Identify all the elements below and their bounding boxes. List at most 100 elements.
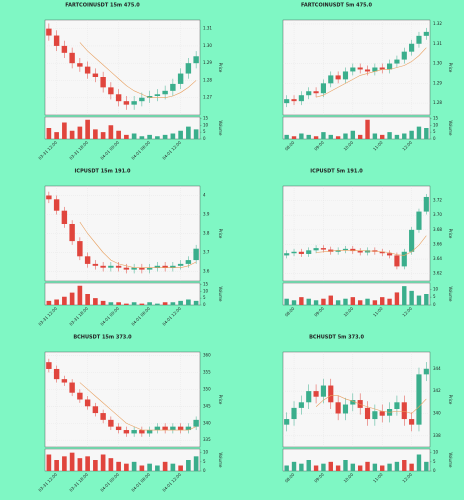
candle-body [416, 374, 422, 425]
candle-body [335, 75, 341, 80]
volume-bar [100, 454, 106, 471]
volume-panel [282, 448, 431, 472]
volume-bar [335, 300, 341, 305]
x-tick-label: 08:00 [284, 140, 296, 152]
price-panel [282, 19, 431, 116]
volume-bar [77, 126, 83, 139]
candle-body [185, 63, 192, 74]
candle-body [123, 430, 130, 434]
volume-tick-label: 0 [203, 136, 206, 141]
candle-body [298, 95, 304, 102]
moving-average [79, 221, 197, 268]
candle-body [100, 265, 106, 268]
x-tick-label: 09:00 [313, 140, 325, 152]
volume-bar [372, 133, 378, 139]
x-tick-label: 11:00 [372, 140, 384, 152]
candle-body [364, 407, 371, 420]
volume-bar [108, 125, 114, 139]
volume-bar [306, 298, 311, 305]
candle-body [46, 362, 52, 369]
volume-bar [77, 285, 83, 305]
candle-body [131, 430, 137, 434]
x-tick-label: 12:00 [401, 140, 413, 152]
candle-body [185, 260, 192, 264]
candle-body [170, 265, 176, 268]
volume-bar [116, 302, 121, 305]
candle-body [162, 265, 168, 268]
candle-body [328, 385, 334, 403]
candle-body [131, 101, 137, 105]
candle-body [335, 402, 341, 414]
volume-bar [46, 454, 52, 471]
volume-bar [321, 298, 326, 305]
volume-bar [306, 460, 311, 471]
volume-bar [116, 130, 121, 139]
y-tick-label: 360 [203, 352, 211, 357]
volume-bar [284, 298, 289, 305]
y-tick-label: 340 [203, 420, 211, 425]
candle-body [357, 251, 363, 253]
y-tick-label: 1.28 [433, 100, 442, 105]
chart-title: BCHUSDT 15m 373.0 [73, 335, 132, 341]
candle-body [320, 385, 326, 397]
x-tick-label: 04-01 06:00 [130, 140, 151, 161]
candle-body [162, 90, 168, 95]
candle-body [53, 199, 60, 211]
candle-body [108, 265, 114, 268]
candle-body [320, 248, 326, 250]
candle-body [177, 426, 184, 431]
candle-body [46, 28, 52, 36]
volume-bar [170, 302, 176, 305]
price-panel [282, 351, 431, 448]
candle-body [84, 66, 91, 74]
x-tick-label: 03-31 18:00 [68, 306, 89, 327]
volume-tick-label: 15 [433, 115, 439, 120]
volume-bar [291, 461, 297, 471]
y-tick-label: 340 [433, 410, 441, 415]
volume-bar [394, 292, 400, 305]
volume-bar [357, 300, 363, 305]
candle-body [53, 368, 60, 380]
x-tick-label: 03-31 12:00 [37, 472, 58, 493]
candle-body [193, 248, 199, 261]
volume-tick-label: 0 [433, 468, 436, 473]
volume-bar [299, 463, 304, 471]
y-tick-label: 350 [203, 386, 211, 391]
volume-tick-label: 0 [203, 468, 206, 473]
candle-body [92, 73, 99, 77]
candle-body [61, 45, 68, 53]
candle-body [108, 87, 114, 95]
volume-axis-label: Volume [218, 121, 223, 136]
chart-title: BCHUSDT 5m 373.0 [309, 335, 364, 341]
candle-body [306, 250, 312, 254]
x-tick-label: 03-31 12:00 [37, 140, 58, 161]
volume-bar [380, 134, 385, 139]
volume-bar [313, 136, 319, 139]
y-tick-label: 3.9 [203, 212, 210, 217]
volume-bar [193, 300, 199, 305]
volume-tick-label: 10 [433, 122, 439, 127]
x-tick-label: 04-01 00:00 [99, 306, 120, 327]
volume-axis-label: Volume [448, 453, 453, 468]
candle-body [131, 267, 137, 270]
x-tick-label: 08:00 [284, 472, 296, 484]
volume-bar [350, 297, 356, 305]
volume-bar [85, 456, 90, 471]
chart-title: FARTCOINUSDT 15m 475.0 [65, 3, 140, 9]
x-tick-label: 12:00 [401, 472, 413, 484]
volume-bar [69, 292, 75, 305]
candle-body [357, 400, 363, 408]
x-tick-label: 04-01 06:00 [130, 306, 151, 327]
volume-bar [54, 460, 59, 471]
volume-bar [380, 297, 385, 305]
volume-bar [335, 136, 341, 139]
volume-bar [299, 133, 304, 139]
volume-bar [313, 465, 319, 471]
candle-body [313, 391, 319, 397]
volume-bar [328, 461, 333, 471]
candle-body [423, 196, 429, 212]
candle-body [372, 67, 378, 72]
volume-bar [193, 456, 199, 471]
x-tick-label: 11:00 [372, 472, 384, 484]
volume-bar [62, 456, 67, 471]
